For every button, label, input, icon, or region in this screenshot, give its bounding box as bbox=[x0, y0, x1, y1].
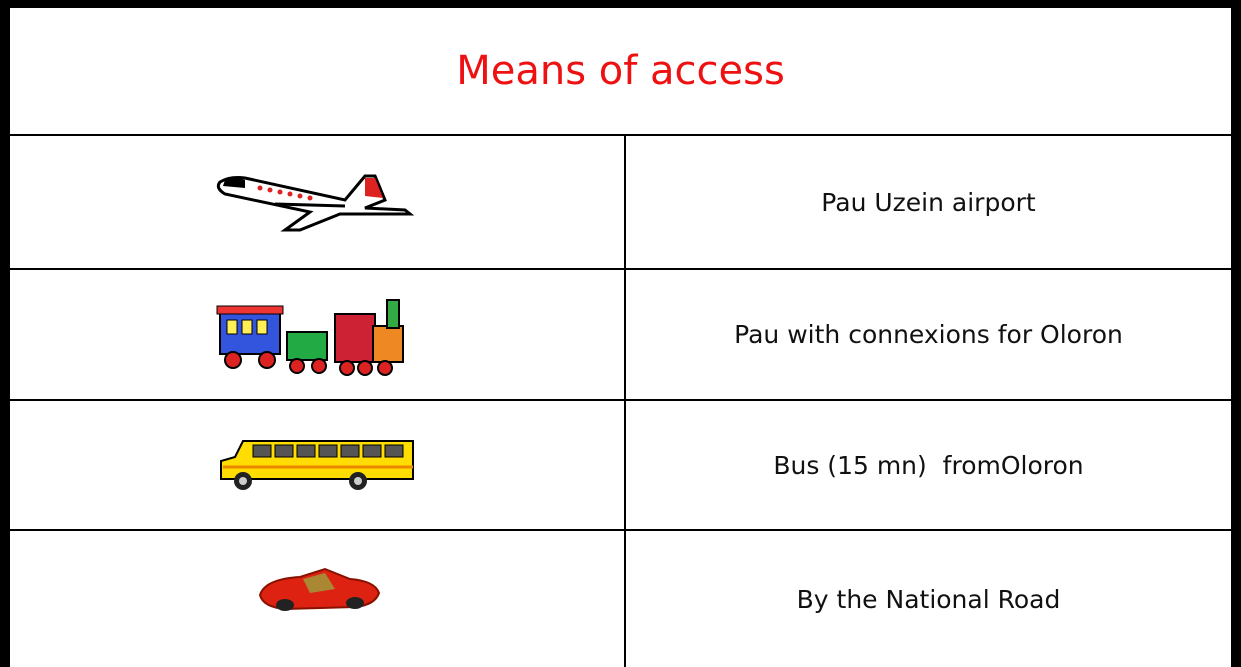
access-text: Pau with connexions for Oloron bbox=[734, 320, 1123, 349]
border-top bbox=[0, 0, 1241, 8]
bus-icon bbox=[220, 440, 414, 490]
car-icon bbox=[258, 567, 381, 611]
row-line bbox=[0, 268, 1241, 270]
row-line bbox=[0, 134, 1241, 136]
airplane-icon bbox=[216, 174, 415, 232]
border-left bbox=[0, 0, 10, 667]
column-line bbox=[624, 134, 626, 667]
access-text: Bus (15 mn) fromOloron bbox=[773, 450, 1084, 480]
access-text: By the National Road bbox=[796, 584, 1061, 614]
table-title: Means of access bbox=[456, 48, 785, 94]
access-text: Pau Uzein airport bbox=[821, 187, 1036, 217]
train-icon bbox=[216, 299, 404, 376]
border-right bbox=[1231, 0, 1241, 667]
row-line bbox=[0, 399, 1241, 401]
row-line bbox=[0, 529, 1241, 531]
